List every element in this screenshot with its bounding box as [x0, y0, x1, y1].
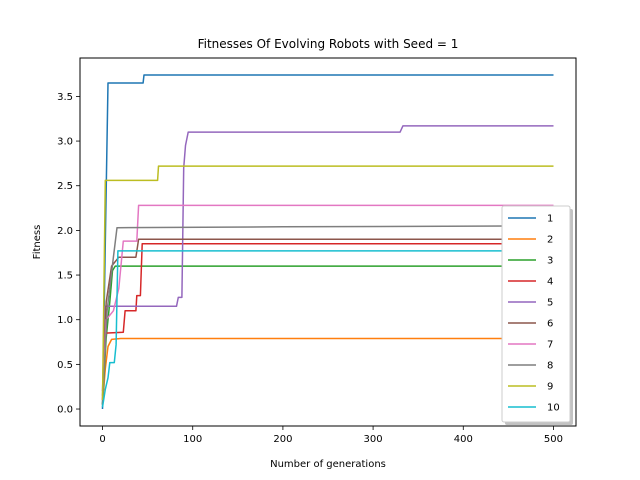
- series-line-4: [101, 243, 554, 401]
- legend-label-6: 6: [547, 319, 553, 330]
- series-line-1: [101, 74, 554, 410]
- legend-label-1: 1: [547, 214, 553, 225]
- series-line-9: [101, 165, 554, 401]
- x-tick-label: 500: [544, 434, 563, 445]
- series-line-7: [101, 204, 554, 401]
- series-line-5: [101, 125, 554, 392]
- y-tick-label: 2.0: [57, 226, 73, 237]
- x-tick-label: 200: [273, 434, 292, 445]
- x-tick-label: 300: [364, 434, 383, 445]
- legend-label-8: 8: [547, 361, 553, 372]
- y-tick-label: 2.5: [57, 181, 73, 192]
- legend-label-7: 7: [547, 340, 553, 351]
- y-axis-ticks: 0.0 0.5 1.0 1.5 2.0 2.5 3.0 3.5: [57, 92, 80, 416]
- y-tick-label: 3.0: [57, 137, 73, 148]
- chart-title: Fitnesses Of Evolving Robots with Seed =…: [198, 37, 459, 51]
- y-tick-label: 3.5: [57, 92, 73, 103]
- x-tick-label: 0: [99, 434, 105, 445]
- y-tick-label: 1.0: [57, 315, 73, 326]
- legend-label-5: 5: [547, 298, 553, 309]
- y-tick-label: 1.5: [57, 271, 73, 282]
- y-tick-label: 0.0: [57, 405, 73, 416]
- plot-area-frame: [79, 57, 577, 427]
- legend-label-4: 4: [547, 277, 553, 288]
- x-tick-label: 400: [454, 434, 473, 445]
- legend-label-3: 3: [547, 256, 553, 267]
- legend: 1 2 3 4 5 6 7 8 9 10: [501, 205, 573, 425]
- x-axis-ticks: 0 100 200 300 400 500: [99, 426, 563, 445]
- y-axis-label: Fitness: [32, 225, 43, 260]
- x-tick-label: 100: [183, 434, 202, 445]
- series-line-6: [101, 238, 554, 396]
- series-line-10: [101, 250, 554, 408]
- x-axis-label: Number of generations: [270, 459, 386, 470]
- legend-label-9: 9: [547, 382, 553, 393]
- legend-label-10: 10: [547, 403, 560, 414]
- series-line-2: [101, 337, 554, 405]
- series-line-3: [101, 265, 554, 405]
- legend-label-2: 2: [547, 235, 553, 246]
- series-line-8: [101, 225, 554, 405]
- plot-lines: [101, 74, 554, 410]
- y-tick-label: 0.5: [57, 360, 73, 371]
